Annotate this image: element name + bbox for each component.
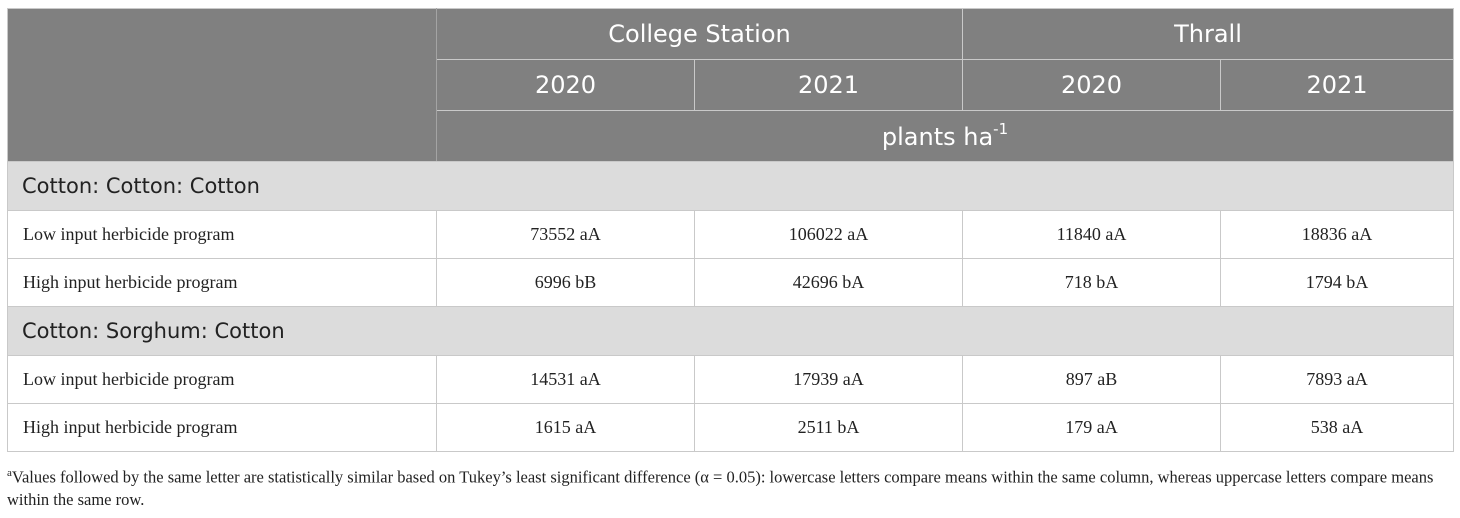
row-label: Low input herbicide program <box>7 355 437 404</box>
table-cell: 73552 aA <box>436 210 695 259</box>
year-header: 2020 <box>436 59 695 111</box>
table-cell: 1615 aA <box>436 403 695 452</box>
year-header: 2020 <box>962 59 1221 111</box>
group-heading: Cotton: Cotton: Cotton <box>7 161 1454 211</box>
table-cell: 42696 bA <box>694 258 963 307</box>
row-label: High input herbicide program <box>7 403 437 452</box>
table-cell: 7893 aA <box>1220 355 1454 404</box>
results-table: College Station Thrall 2020 2021 2020 20… <box>7 8 1454 452</box>
group-heading: Cotton: Sorghum: Cotton <box>7 306 1454 356</box>
table-cell: 179 aA <box>962 403 1221 452</box>
unit-label: plants ha <box>881 122 994 151</box>
table-cell: 11840 aA <box>962 210 1221 259</box>
table-cell: 18836 aA <box>1220 210 1454 259</box>
year-header: 2021 <box>694 59 963 111</box>
table-cell: 14531 aA <box>436 355 695 404</box>
site-header-college-station: College Station <box>436 8 963 60</box>
table-footnote: aValues followed by the same letter are … <box>7 462 1453 511</box>
table-row: High input herbicide program 6996 bB 426… <box>7 258 1454 307</box>
table-cell: 538 aA <box>1220 403 1454 452</box>
table-row: Low input herbicide program 73552 aA 106… <box>7 210 1454 259</box>
row-label: Low input herbicide program <box>7 210 437 259</box>
table-cell: 106022 aA <box>694 210 963 259</box>
footnote-text: Values followed by the same letter are s… <box>7 467 1434 509</box>
header-corner-cell <box>7 8 437 162</box>
year-header: 2021 <box>1220 59 1454 111</box>
table-cell: 897 aB <box>962 355 1221 404</box>
table-row: Low input herbicide program 14531 aA 179… <box>7 355 1454 404</box>
site-header-thrall: Thrall <box>962 8 1454 60</box>
table-row: High input herbicide program 1615 aA 251… <box>7 403 1454 452</box>
table-cell: 17939 aA <box>694 355 963 404</box>
unit-header: plants ha-1 <box>436 110 1454 162</box>
table-cell: 1794 bA <box>1220 258 1454 307</box>
unit-exponent: -1 <box>993 119 1009 138</box>
table-cell: 6996 bB <box>436 258 695 307</box>
table-cell: 2511 bA <box>694 403 963 452</box>
row-label: High input herbicide program <box>7 258 437 307</box>
table-cell: 718 bA <box>962 258 1221 307</box>
footnote-marker: a <box>7 467 12 479</box>
